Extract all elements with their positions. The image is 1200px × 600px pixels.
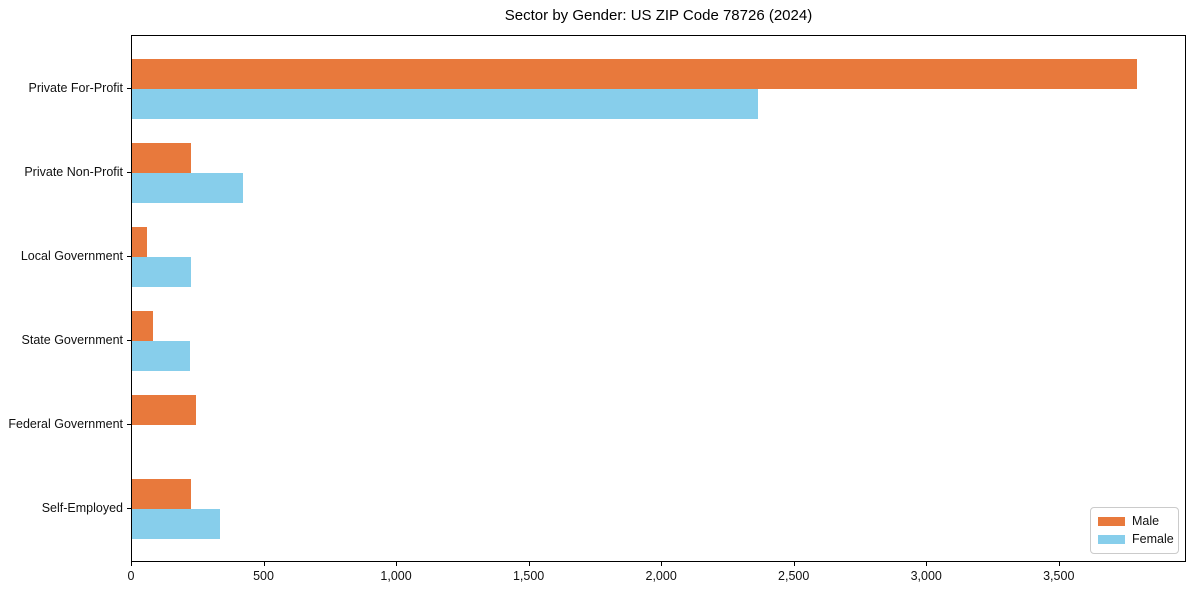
category-label: Self-Employed [41,501,123,515]
bar-male [132,59,1137,89]
bar-female [132,341,191,371]
xtick-mark [793,562,795,566]
xtick-label: 2,000 [645,569,677,583]
bar-female [132,173,243,203]
ytick-mark [127,88,131,89]
xtick-label: 1,000 [380,569,412,583]
xtick-mark [661,562,663,566]
xtick-mark [396,562,398,566]
xtick-mark [926,562,928,566]
ytick-mark [127,172,131,173]
legend-label-female: Female [1132,532,1174,546]
xtick-label: 1,500 [512,569,545,583]
ytick-mark [127,424,131,425]
legend-item-female: Female [1098,532,1174,546]
bar-male [132,143,191,173]
bar-male [132,395,196,425]
category-label: State Government [21,333,123,347]
category-label: Local Government [20,249,123,263]
ytick-mark [127,508,131,509]
category-label: Federal Government [8,417,123,431]
bar-female [132,257,191,287]
category-label: Private For-Profit [28,81,123,95]
xtick-mark [528,562,530,566]
bar-female [132,89,758,119]
xtick-label: 500 [253,569,274,583]
category-label: Private Non-Profit [24,165,123,179]
legend-label-male: Male [1132,514,1160,528]
xtick-label: 3,500 [1043,569,1075,583]
ytick-mark [127,340,131,341]
xtick-label: 2,500 [778,569,810,583]
bar-female [132,509,220,539]
bar-male [132,479,191,509]
bar-male [132,227,148,257]
plot-area [131,35,1186,562]
xtick-mark [1058,562,1060,566]
bar-male [132,311,153,341]
male-swatch [1098,517,1125,526]
legend: Male Female [1090,507,1179,554]
ytick-mark [127,256,131,257]
xtick-mark [263,562,265,566]
legend-item-male: Male [1098,515,1171,528]
chart-title: Sector by Gender: US ZIP Code 78726 (202… [504,7,813,24]
xtick-label: 0 [127,569,135,583]
xtick-mark [131,562,132,566]
female-swatch [1098,535,1125,544]
xtick-label: 3,000 [910,569,942,583]
